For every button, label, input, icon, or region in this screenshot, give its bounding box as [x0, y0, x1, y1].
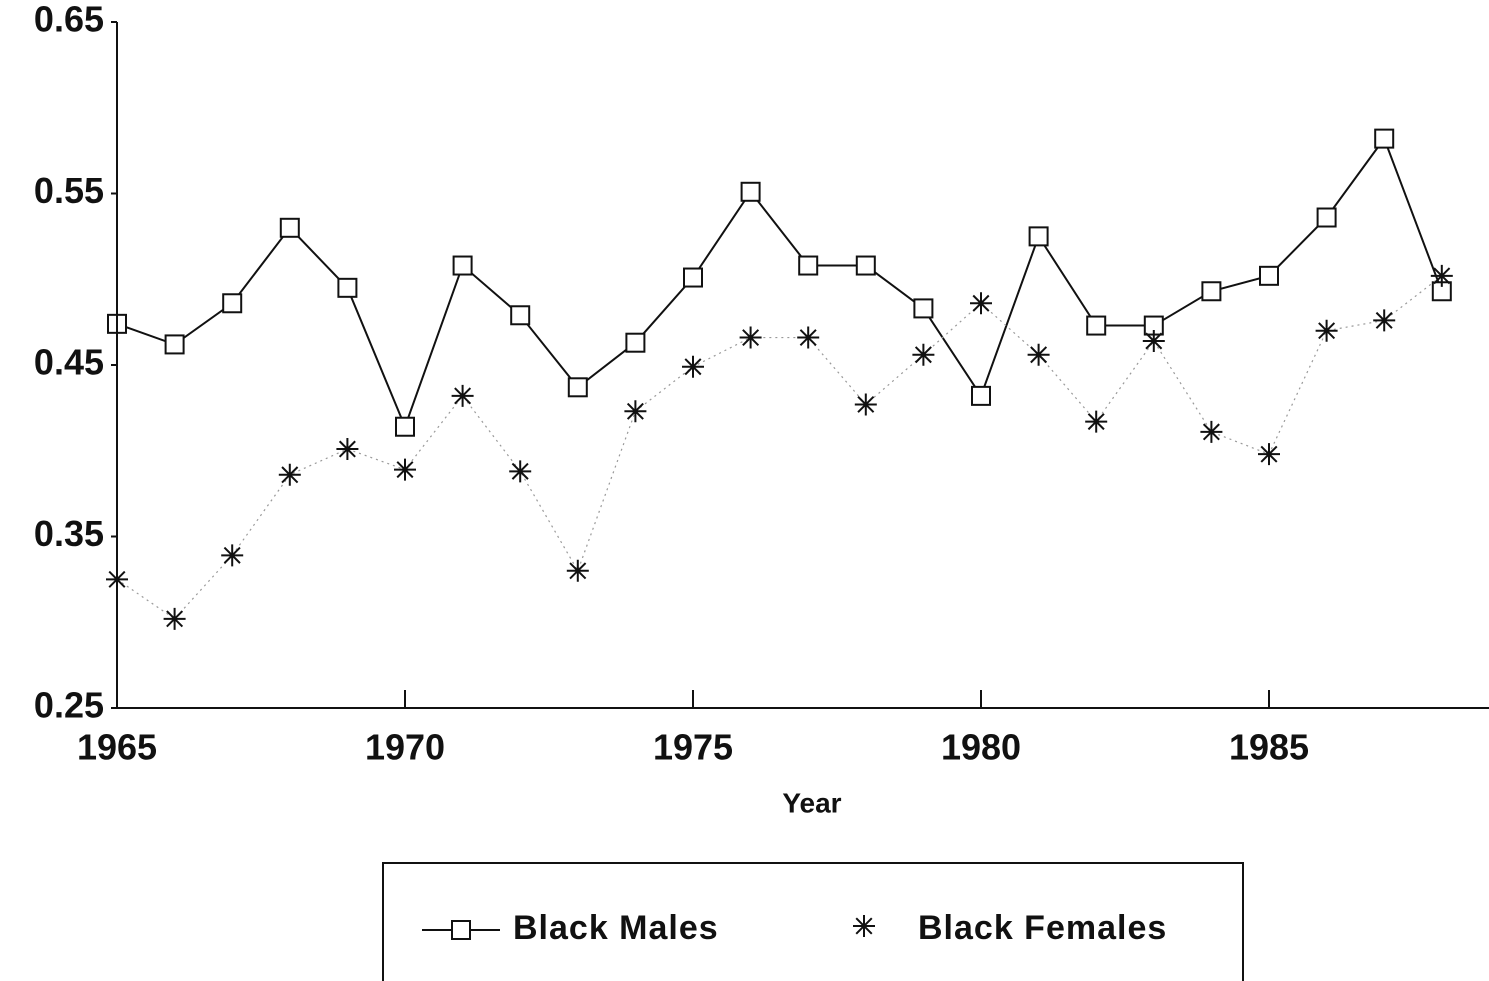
marker-square [1259, 265, 1279, 286]
marker-star [336, 438, 359, 461]
marker-star [509, 460, 532, 483]
marker-star [163, 607, 186, 630]
y-tick-label: 0.25 [34, 685, 104, 726]
x-tick-label: 1970 [365, 727, 445, 768]
marker-square [855, 255, 876, 276]
marker-square [683, 267, 703, 288]
y-tick-label: 0.55 [34, 170, 104, 211]
y-tick-label: 0.35 [34, 513, 104, 554]
marker-square [510, 305, 531, 326]
legend-label: Black Males [513, 909, 719, 947]
marker-square [740, 181, 761, 202]
marker-star [1027, 343, 1050, 366]
marker-square [452, 255, 473, 276]
x-tick-label: 1965 [77, 727, 157, 768]
marker-star [394, 458, 416, 481]
marker-star [739, 326, 762, 349]
marker-star [278, 463, 301, 486]
marker-star [1085, 410, 1108, 433]
marker-square [395, 416, 415, 437]
marker-star [912, 343, 935, 366]
marker-star [853, 915, 875, 937]
legend-label: Black Females [918, 909, 1167, 947]
marker-square [164, 334, 185, 355]
legend [382, 862, 1244, 981]
marker-star [1315, 319, 1338, 342]
plot-area [106, 128, 1453, 630]
marker-star [451, 384, 474, 407]
marker-star [797, 326, 820, 349]
marker-square [798, 255, 819, 276]
marker-star [1200, 420, 1223, 443]
series-line [116, 275, 1443, 620]
marker-square [1316, 207, 1337, 228]
marker-square [1086, 315, 1107, 336]
marker-star [566, 559, 589, 582]
marker-square [1201, 281, 1222, 302]
marker-star [1373, 309, 1396, 332]
x-axis-title: Year [782, 787, 841, 818]
marker-star [624, 400, 647, 423]
legend-items: Black Males Black Females [422, 909, 1167, 947]
marker-star [970, 292, 992, 315]
marker-square [567, 377, 588, 398]
marker-star [1142, 329, 1165, 352]
x-tick-label: 1980 [941, 727, 1021, 768]
marker-square [337, 277, 358, 298]
marker-square [279, 217, 300, 238]
marker-square [1028, 226, 1049, 247]
marker-square [1374, 128, 1395, 149]
x-tick-label: 1985 [1229, 727, 1309, 768]
x-tick-label: 1975 [653, 727, 733, 768]
marker-square [971, 385, 991, 406]
marker-square [222, 293, 243, 314]
marker-square [451, 920, 471, 940]
marker-star [1258, 443, 1280, 466]
y-tick-label: 0.45 [34, 342, 104, 383]
marker-star [221, 544, 244, 567]
marker-star [1430, 264, 1453, 287]
y-tick-label: 0.65 [34, 0, 104, 40]
marker-square [913, 298, 934, 319]
marker-square [625, 332, 646, 353]
series-line [116, 136, 1443, 430]
marker-star [682, 355, 704, 378]
marker-star [854, 393, 877, 416]
